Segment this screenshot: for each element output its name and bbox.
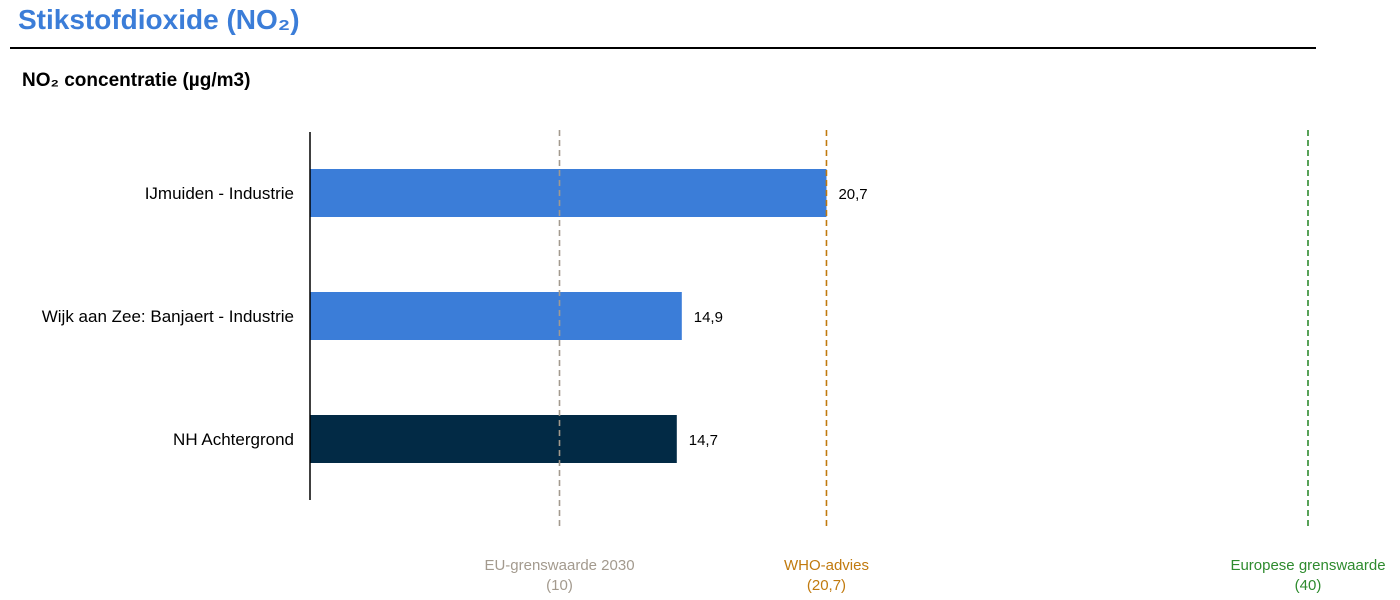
bar: [310, 415, 677, 463]
title-divider: [10, 47, 1316, 49]
reference-line-label: Europese grenswaarde: [1230, 557, 1385, 574]
reference-line-label: WHO-advies: [784, 557, 869, 574]
bar: [310, 169, 827, 217]
reference-line-value: (10): [546, 577, 573, 594]
category-label: IJmuiden - Industrie: [145, 184, 294, 203]
chart-title: NO₂ concentratie (µg/m3): [22, 70, 251, 91]
reference-line-value: (20,7): [807, 577, 846, 594]
bar: [310, 292, 682, 340]
data-label: 14,9: [694, 309, 723, 326]
reference-line-label: EU-grenswaarde 2030: [484, 557, 634, 574]
data-label: 14,7: [689, 432, 718, 449]
page-title: Stikstofdioxide (NO₂): [18, 4, 300, 35]
data-label: 20,7: [838, 186, 867, 203]
category-label: NH Achtergrond: [173, 430, 294, 449]
reference-line-value: (40): [1295, 577, 1322, 594]
category-label: Wijk aan Zee: Banjaert - Industrie: [42, 307, 294, 326]
